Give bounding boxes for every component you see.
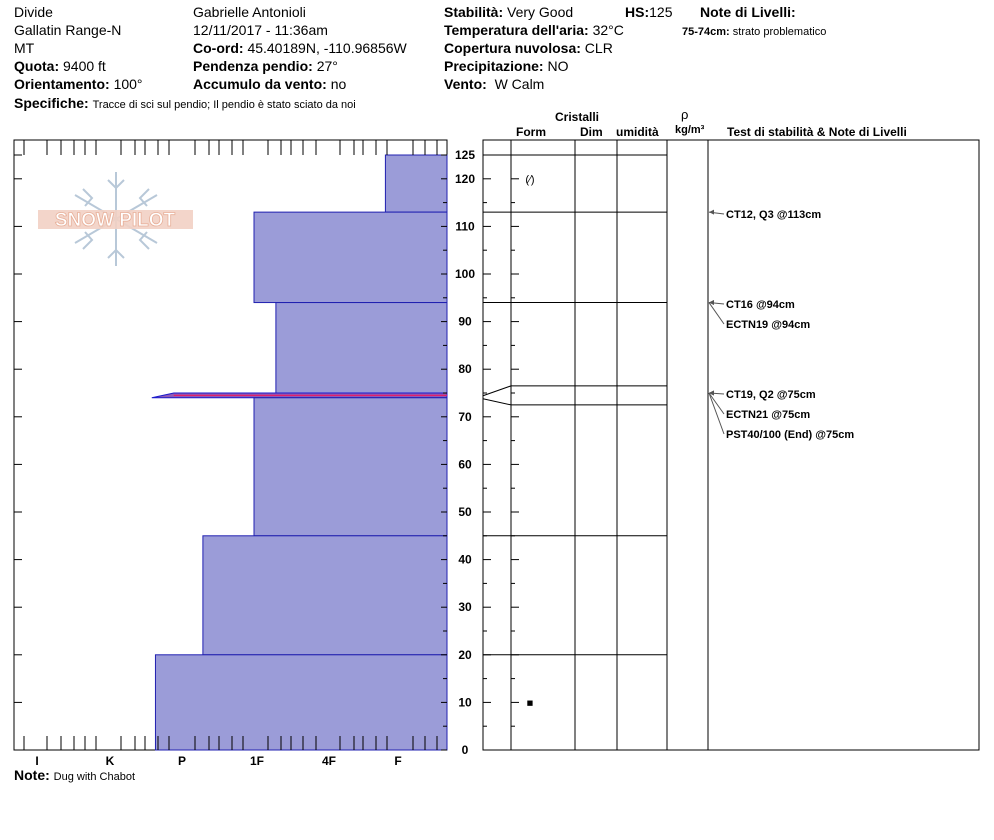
hardness-layers bbox=[151, 154, 448, 751]
depth-label-100: 100 bbox=[455, 267, 475, 281]
depth-label-110: 110 bbox=[455, 219, 475, 233]
elevation: Quota: 9400 ft bbox=[14, 58, 106, 74]
density-unit: kg/m³ bbox=[675, 124, 705, 136]
crystal-symbols: (∕) ■ bbox=[525, 174, 534, 710]
observer-name: Gabrielle Antonioli bbox=[193, 4, 306, 20]
layers-table-frame bbox=[482, 139, 980, 751]
boundary-connector-lower bbox=[482, 398, 512, 406]
stability-test-label: ECTN19 @94cm bbox=[726, 319, 810, 331]
air-temperature: Temperatura dell'aria: 32°C bbox=[444, 22, 624, 38]
snow-profile-chart: SNOW PILOT I K P 1F 4F F 0 10 20 30 40 50 60 70 80 90 1… bbox=[13, 139, 980, 768]
depth-axis: 0 10 20 30 40 50 60 70 80 90 100 110 120 125 bbox=[14, 148, 519, 757]
depth-label-80: 80 bbox=[458, 362, 472, 376]
range-name: Gallatin Range-N bbox=[14, 22, 122, 38]
specifics: Specifiche: Tracce di sci sul pendio; Il… bbox=[14, 95, 356, 111]
snowpilot-logo: SNOW PILOT bbox=[38, 172, 193, 266]
size-header: Dim bbox=[580, 125, 603, 139]
snow-height: HS:125 bbox=[625, 4, 673, 20]
stability-test-label: PST40/100 (End) @75cm bbox=[726, 429, 854, 441]
stability-test-label: CT16 @94cm bbox=[726, 299, 795, 311]
state-name: MT bbox=[14, 40, 35, 56]
depth-label-20: 20 bbox=[458, 648, 472, 662]
depth-label-120: 120 bbox=[455, 172, 475, 186]
crystal-symbol: ■ bbox=[527, 697, 534, 709]
hardness-label-1F: 1F bbox=[250, 754, 264, 768]
depth-label-60: 60 bbox=[458, 457, 472, 471]
layer-note: 75-74cm: strato problematico bbox=[682, 26, 827, 38]
hardness-label-F: F bbox=[394, 754, 401, 768]
test-arrow-head bbox=[709, 300, 714, 306]
slope-angle: Pendenza pendio: 27° bbox=[193, 58, 338, 74]
stability-test-label: CT19, Q2 @75cm bbox=[726, 389, 816, 401]
layer-notes-title: Note di Livelli: bbox=[700, 4, 796, 20]
moisture-header: umidità bbox=[616, 125, 659, 139]
observation-datetime: 12/11/2017 - 11:36am bbox=[193, 22, 328, 38]
hardness-label-I: I bbox=[35, 754, 38, 768]
depth-label-30: 30 bbox=[458, 600, 472, 614]
depth-label-125: 125 bbox=[455, 148, 475, 162]
wind: Vento: W Calm bbox=[444, 76, 545, 92]
hardness-layer-6 bbox=[154, 654, 448, 751]
hardness-layer-5 bbox=[202, 535, 448, 656]
test-arrow-head bbox=[709, 390, 714, 396]
logo-text: SNOW PILOT bbox=[55, 210, 176, 231]
depth-label-70: 70 bbox=[458, 410, 472, 424]
footer-note: Note: Dug with Chabot bbox=[14, 767, 135, 783]
location-name: Divide bbox=[14, 4, 53, 20]
hardness-label-4F: 4F bbox=[322, 754, 336, 768]
test-arrow-line bbox=[708, 392, 725, 435]
stability-test-label: CT12, Q3 @113cm bbox=[726, 209, 821, 221]
crystal-symbol: (∕) bbox=[525, 174, 534, 186]
depth-label-50: 50 bbox=[458, 505, 472, 519]
cloud-cover: Copertura nuvolosa: CLR bbox=[444, 40, 613, 56]
depth-label-90: 90 bbox=[458, 315, 472, 329]
tests-header: Test di stabilità & Note di Livelli bbox=[727, 125, 907, 139]
test-arrow-line bbox=[708, 392, 725, 415]
boundary-connector-upper bbox=[482, 385, 512, 397]
hardness-layer-4 bbox=[253, 397, 448, 537]
test-arrow-head bbox=[709, 209, 714, 215]
stability-tests: CT12, Q3 @113cm CT16 @94cm ECTN19 @94cm CT1… bbox=[708, 209, 854, 441]
precipitation: Precipitazione: NO bbox=[444, 58, 569, 74]
wind-loading: Accumulo da vento: no bbox=[193, 76, 347, 92]
aspect: Orientamento: 100° bbox=[14, 76, 143, 92]
crystals-header: Cristalli bbox=[555, 110, 600, 124]
coordinates: Co-ord: 45.40189N, -110.96856W bbox=[193, 40, 407, 56]
layer-boundaries bbox=[482, 154, 667, 656]
hardness-layer-2 bbox=[275, 302, 448, 394]
hardness-label-K: K bbox=[106, 754, 115, 768]
hardness-label-P: P bbox=[178, 754, 186, 768]
density-symbol: ρ bbox=[681, 107, 689, 122]
stability-test-label: ECTN21 @75cm bbox=[726, 409, 810, 421]
hardness-layer-1 bbox=[253, 211, 448, 304]
depth-label-0: 0 bbox=[462, 743, 469, 757]
stability: Stabilità: Very Good bbox=[444, 4, 574, 20]
hardness-axis: I K P 1F 4F F bbox=[13, 140, 438, 768]
hardness-layer-0 bbox=[384, 154, 448, 213]
test-arrow-line bbox=[708, 302, 725, 325]
depth-label-40: 40 bbox=[458, 553, 472, 567]
depth-label-10: 10 bbox=[458, 695, 472, 709]
form-header: Form bbox=[516, 125, 546, 139]
